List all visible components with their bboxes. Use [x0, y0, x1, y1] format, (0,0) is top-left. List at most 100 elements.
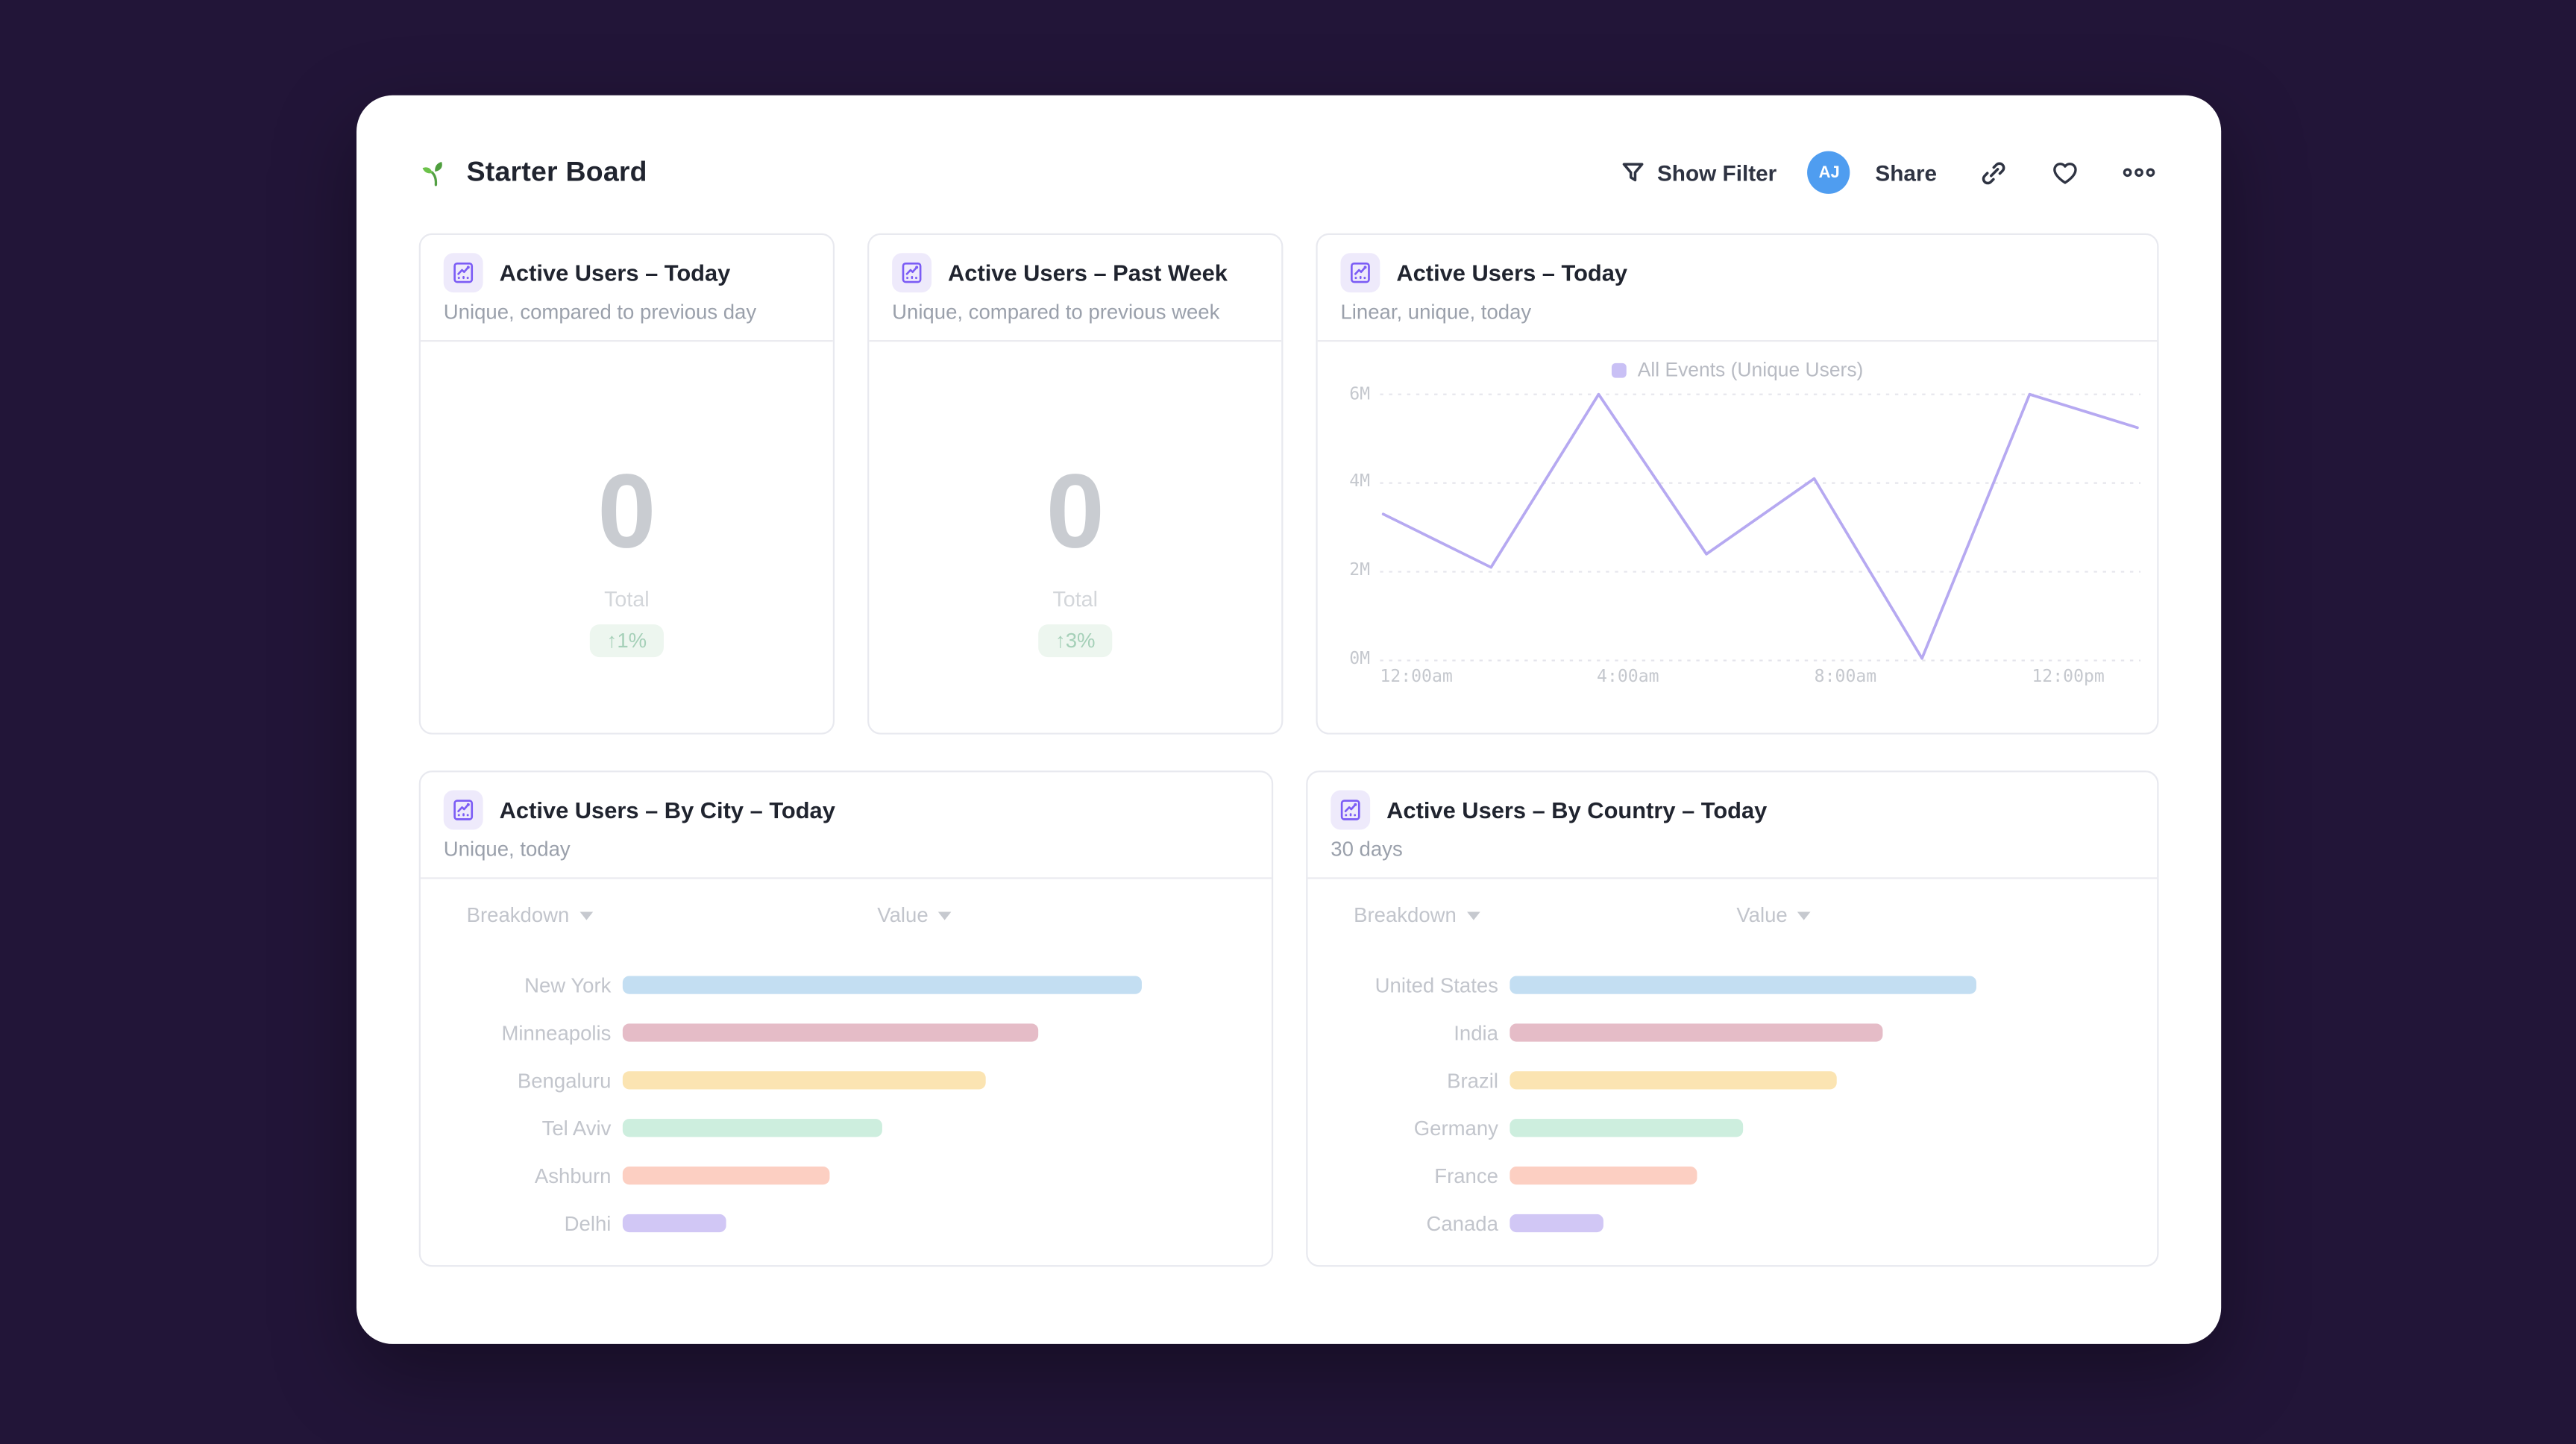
value-bar [622, 1214, 726, 1233]
bar-track [1510, 1023, 2157, 1042]
panel-title[interactable]: Active Users – Past Week [948, 260, 1228, 286]
y-tick: 4M [1349, 471, 1371, 492]
plot-area: 6M 4M 2M 0M [1334, 384, 2141, 669]
y-tick: 0M [1349, 649, 1371, 669]
favorite-button[interactable] [2050, 157, 2080, 187]
x-tick: 12:00am [1380, 667, 1453, 687]
value-column-header[interactable]: Value [1736, 904, 1811, 926]
row-label: India [1454, 1021, 1498, 1044]
value-bar [1510, 1071, 1837, 1090]
kpi-value-label: Total [604, 586, 650, 612]
chart-panel-icon [443, 253, 483, 293]
y-axis-labels: 6M 4M 2M 0M [1334, 384, 1380, 668]
panel-row-1: Active Users – Today Unique, compared to… [418, 233, 2159, 735]
panel-title[interactable]: Active Users – Today [499, 260, 731, 286]
page-title: Starter Board [466, 156, 647, 188]
panel-subtitle: Unique, compared to previous week [892, 301, 1220, 324]
panel-active-users-today-chart: Active Users – Today Linear, unique, tod… [1316, 233, 2159, 735]
panel-subtitle: Unique, today [443, 838, 571, 861]
panel-title[interactable]: Active Users – By City – Today [499, 797, 835, 823]
table-row: New York [421, 961, 1272, 1009]
y-tick: 2M [1349, 560, 1371, 580]
chart-panel-icon [1331, 790, 1371, 830]
kpi-delta-badge: ↑1% [590, 624, 664, 658]
x-tick: 4:00am [1597, 667, 1659, 687]
panel-title[interactable]: Active Users – Today [1396, 260, 1628, 286]
share-button[interactable]: Share [1875, 160, 1937, 185]
chart-panel-icon [1340, 253, 1380, 293]
value-bar [622, 1023, 1039, 1042]
value-bar [622, 976, 1142, 994]
y-tick: 6M [1349, 384, 1371, 404]
value-bar [1510, 1023, 1883, 1042]
bar-track [1510, 1166, 2157, 1185]
header-actions: Show Filter AJ Share [1619, 151, 2155, 194]
breakdown-column-header[interactable]: Breakdown [466, 903, 593, 927]
board-title: Starter Board [419, 156, 647, 189]
kpi-delta-badge: ↑3% [1038, 624, 1112, 658]
value-column-header[interactable]: Value [877, 903, 952, 927]
line-chart-content: All Events (Unique Users) 6M 4M 2M 0M [1318, 355, 2158, 694]
panel-header: Active Users – By City – Today Unique, t… [420, 772, 1272, 879]
bar-track [622, 1214, 1272, 1233]
kpi-value: 0 [1046, 451, 1105, 571]
copy-link-button[interactable] [1979, 159, 2007, 186]
show-filter-label: Show Filter [1656, 160, 1777, 185]
value-bar [622, 1166, 830, 1185]
bar-track [1510, 1214, 2157, 1233]
avatar[interactable]: AJ [1808, 151, 1851, 194]
bar-track [622, 1119, 1272, 1137]
breakdown-column-label: Breakdown [466, 903, 570, 927]
value-bar [622, 1119, 882, 1137]
row-label: Bengaluru [517, 1068, 612, 1092]
panel-active-users-by-country: Active Users – By Country – Today 30 day… [1306, 770, 2159, 1267]
breakdown-table: Breakdown Value United States India [1307, 879, 2157, 1246]
series-line [1383, 395, 2137, 659]
breakdown-column-header[interactable]: Breakdown [1354, 903, 1480, 927]
legend-swatch [1611, 362, 1627, 377]
panel-grid: Active Users – Today Unique, compared to… [418, 233, 2159, 1267]
breakdown-table: Breakdown Value New York Minneapolis [421, 879, 1272, 1246]
dashboard-card: Starter Board Show Filter AJ Share [356, 95, 2222, 1344]
panel-active-users-today-kpi: Active Users – Today Unique, compared to… [418, 233, 835, 735]
panel-header: Active Users – Today Linear, unique, tod… [1317, 235, 2158, 342]
chart-legend[interactable]: All Events (Unique Users) [1334, 355, 2141, 385]
value-column-label: Value [877, 903, 929, 927]
bar-track [622, 1071, 1272, 1090]
row-label: Delhi [564, 1211, 612, 1235]
bar-track [1510, 1071, 2157, 1090]
chevron-down-icon [1466, 911, 1480, 920]
table-row: Germany [1307, 1104, 2157, 1152]
avatar-initials: AJ [1818, 163, 1840, 182]
breakdown-column-label: Breakdown [1354, 903, 1457, 927]
table-row: United States [1307, 961, 2157, 1009]
chevron-down-icon [579, 911, 593, 920]
table-row: France [1307, 1152, 2157, 1199]
link-icon [1979, 159, 2007, 186]
board-header: Starter Board Show Filter AJ Share [356, 95, 2221, 194]
panel-title[interactable]: Active Users – By Country – Today [1386, 797, 1768, 823]
x-axis-labels: 12:00am 4:00am 8:00am 12:00pm [1380, 664, 2140, 694]
panel-row-2: Active Users – By City – Today Unique, t… [418, 770, 2159, 1267]
chart-panel-icon [443, 790, 483, 830]
bar-track [1510, 976, 2157, 994]
country-rows: United States India Brazil Germany Franc… [1307, 961, 2157, 1247]
filter-icon [1619, 160, 1645, 186]
panel-subtitle: Unique, compared to previous day [443, 301, 757, 324]
chevron-down-icon [937, 911, 952, 920]
row-label: Ashburn [534, 1164, 612, 1187]
row-label: Minneapolis [501, 1021, 612, 1044]
x-tick: 12:00pm [2032, 667, 2105, 687]
row-label: Canada [1426, 1211, 1498, 1235]
more-options-button[interactable] [2123, 164, 2155, 180]
value-bar [1510, 976, 1976, 994]
chart-panel-icon [892, 253, 932, 293]
chevron-down-icon [1797, 911, 1811, 920]
panel-header: Active Users – Today Unique, compared to… [420, 235, 833, 342]
panel-header: Active Users – By Country – Today 30 day… [1307, 772, 2158, 879]
kpi-content: 0 Total ↑1% [421, 342, 833, 732]
table-row: Minneapolis [421, 1009, 1272, 1057]
row-label: Brazil [1447, 1068, 1498, 1092]
show-filter-button[interactable]: Show Filter [1619, 160, 1777, 186]
